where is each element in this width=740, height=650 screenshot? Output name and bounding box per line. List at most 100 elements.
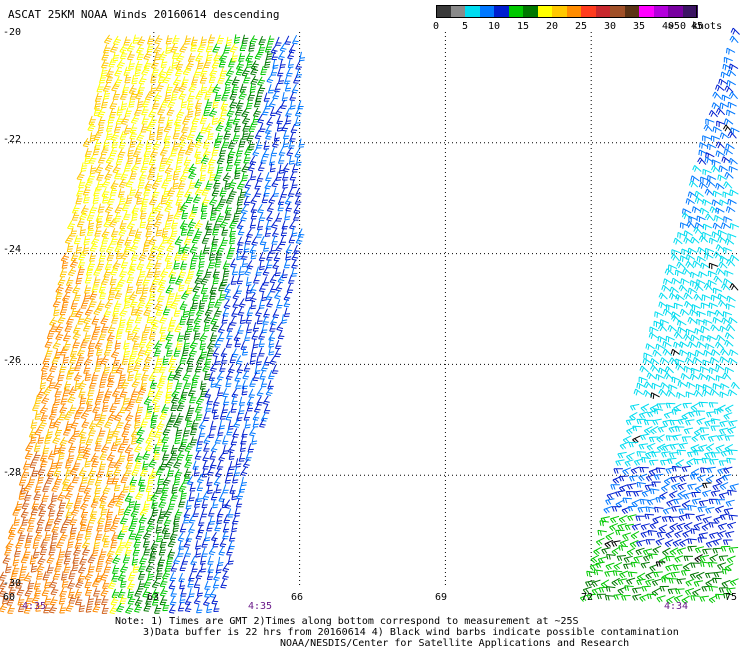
wind-barb	[115, 497, 124, 508]
wind-barb	[126, 283, 134, 293]
wind-barb	[172, 76, 181, 86]
wind-barb	[123, 243, 132, 253]
wind-barb	[274, 83, 281, 93]
wind-barb	[127, 580, 135, 590]
wind-barb	[200, 508, 208, 518]
wind-barb	[250, 347, 257, 358]
wind-barb	[704, 213, 715, 222]
wind-barb	[18, 490, 25, 500]
wind-barb	[164, 164, 173, 175]
wind-barb	[17, 524, 26, 534]
wind-barb	[193, 578, 201, 589]
wind-barb	[82, 449, 91, 460]
wind-barb	[165, 172, 173, 182]
wind-barb	[106, 508, 114, 518]
wind-barb	[694, 222, 705, 229]
wind-barb	[119, 388, 128, 398]
wind-barb	[144, 441, 153, 452]
wind-barb	[87, 172, 95, 182]
wind-barb	[121, 427, 130, 438]
wind-barb	[718, 492, 729, 500]
wind-barb	[134, 67, 141, 77]
wind-barb	[117, 588, 126, 598]
wind-barb	[143, 186, 151, 196]
wind-barb	[639, 594, 649, 602]
wind-barb	[166, 417, 174, 428]
wind-barb	[679, 308, 690, 316]
wind-barb	[277, 329, 285, 340]
wind-barb	[260, 378, 268, 388]
wind-barb	[664, 372, 674, 380]
wind-barb	[232, 290, 240, 300]
wind-barb	[173, 307, 181, 317]
wind-barb	[129, 170, 137, 180]
wind-barb	[178, 282, 185, 292]
wind-barb	[17, 602, 26, 613]
lon-label-63: 63	[146, 592, 160, 603]
wind-barb	[218, 58, 226, 68]
wind-barb	[648, 436, 659, 443]
wind-barb	[615, 490, 625, 497]
wind-barb	[703, 283, 713, 291]
wind-barb	[120, 258, 129, 269]
wind-barb	[158, 68, 167, 78]
wind-barb	[138, 482, 146, 492]
wind-barb	[683, 555, 694, 562]
wind-barb	[131, 466, 140, 476]
wind-barb	[616, 555, 627, 562]
wind-barb	[199, 340, 206, 350]
wind-barb	[710, 418, 721, 425]
wind-barb	[226, 249, 234, 259]
lat-label-30: -30	[3, 578, 22, 589]
wind-barb	[673, 498, 683, 505]
wind-barb	[662, 340, 672, 348]
wind-barb	[228, 187, 237, 198]
wind-barb	[648, 332, 659, 340]
wind-barb	[99, 450, 108, 461]
wind-barb	[167, 187, 175, 197]
wind-barb	[194, 99, 202, 109]
wind-barb	[258, 122, 266, 133]
wind-barb	[173, 210, 182, 220]
wind-barb	[64, 234, 74, 244]
wind-barb	[198, 300, 205, 310]
wind-barb	[88, 297, 97, 308]
wind-barb	[64, 283, 73, 294]
wind-barb	[610, 484, 620, 490]
wind-barb	[162, 601, 170, 612]
wind-barb	[681, 436, 692, 442]
wind-barb	[690, 595, 700, 601]
wind-barb	[694, 284, 704, 292]
wind-barb	[207, 34, 215, 44]
wind-barb	[241, 108, 250, 118]
wind-barb	[86, 226, 94, 236]
wind-barb	[222, 260, 231, 270]
wind-barb	[54, 388, 62, 398]
wind-barb	[712, 577, 722, 584]
wind-barb	[726, 69, 737, 77]
wind-barb	[725, 303, 736, 310]
wind-barb	[25, 594, 33, 604]
wind-barb	[49, 596, 58, 606]
wind-barb	[195, 569, 203, 580]
wind-barb	[693, 580, 704, 587]
wind-barb	[50, 459, 58, 470]
wind-barb	[289, 100, 296, 110]
wind-barb	[194, 450, 202, 460]
wind-barb	[687, 287, 698, 295]
wind-barb	[718, 78, 728, 86]
wind-barb	[130, 428, 139, 438]
wind-barb	[153, 363, 161, 373]
wind-barb	[204, 388, 212, 398]
wind-barb	[94, 227, 102, 237]
wind-barb	[705, 443, 715, 452]
wind-barb	[120, 250, 130, 260]
wind-barb	[145, 140, 152, 150]
wind-barb	[699, 433, 709, 441]
colorbar-swatch	[508, 5, 524, 18]
wind-barb	[154, 300, 163, 311]
wind-barb	[192, 193, 201, 204]
wind-barb	[715, 364, 725, 372]
wind-barb	[88, 379, 97, 389]
wind-barb	[190, 122, 198, 132]
